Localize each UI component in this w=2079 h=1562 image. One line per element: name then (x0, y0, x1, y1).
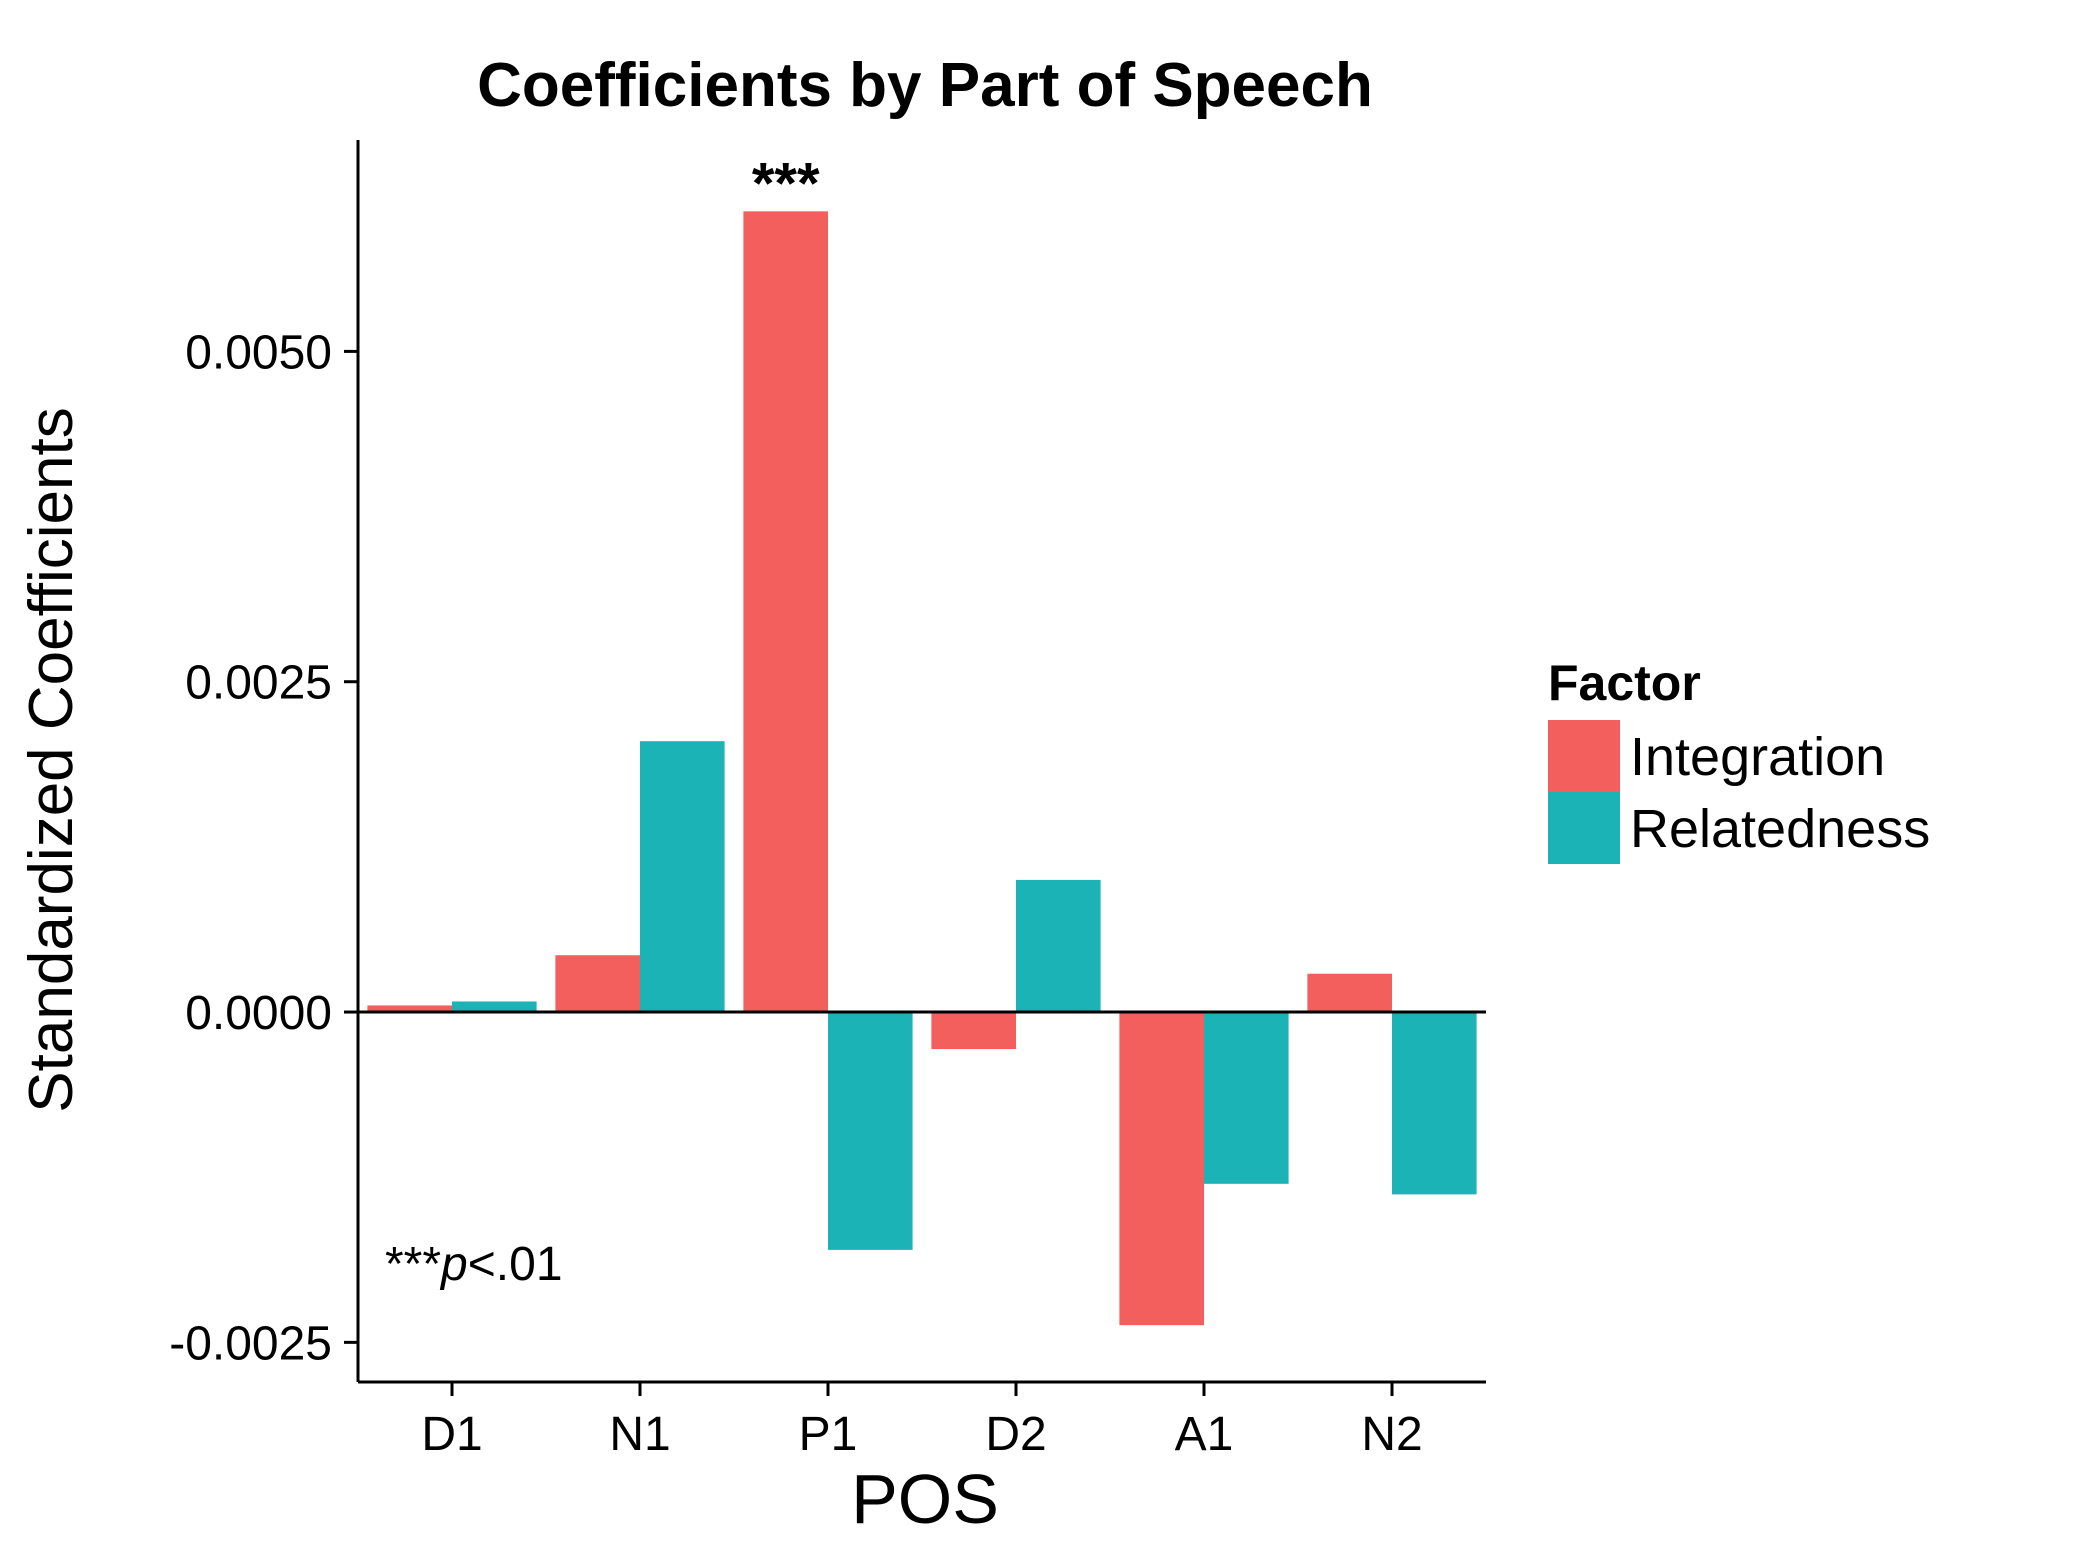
x-tick-label-n2: N2 (1361, 1408, 1422, 1461)
y-axis-ticks: -0.0025 0.0000 0.0025 0.0050 (169, 326, 358, 1370)
note-p: p (439, 1238, 468, 1291)
bar-integration-p1 (743, 211, 828, 1013)
bar-relatedness-n1 (640, 741, 725, 1013)
x-tick-label-d2: D2 (985, 1408, 1046, 1461)
note-stars: *** (385, 1238, 441, 1291)
chart-title: Coefficients by Part of Speech (477, 51, 1373, 120)
bar-integration-n1 (555, 955, 640, 1013)
significance-stars: *** (752, 151, 820, 216)
legend-label-relatedness: Relatedness (1630, 799, 1930, 859)
y-axis-title: Standardized Coefficients (17, 407, 86, 1112)
x-axis-title: POS (851, 1460, 999, 1538)
y-tick-label: 0.0025 (185, 657, 332, 710)
bars (367, 211, 1477, 1326)
x-tick-label-d1: D1 (421, 1408, 482, 1461)
annotations: *** (752, 151, 820, 216)
x-tick-label-n1: N1 (609, 1408, 670, 1461)
bar-relatedness-p1 (828, 1012, 913, 1250)
bar-integration-n2 (1307, 973, 1392, 1013)
bar-integration-d1 (367, 1005, 452, 1013)
legend: Factor Integration Relatedness (1548, 655, 1930, 864)
x-axis-ticks: D1 N1 P1 D2 A1 N2 (421, 1382, 1423, 1461)
bar-integration-d2 (931, 1012, 1016, 1050)
legend-key-relatedness (1548, 792, 1620, 864)
bar-relatedness-d2 (1016, 879, 1101, 1013)
bar-relatedness-a1 (1204, 1012, 1289, 1184)
bar-integration-a1 (1119, 1012, 1204, 1326)
bar-relatedness-d1 (452, 1001, 537, 1013)
y-tick-label: -0.0025 (169, 1317, 332, 1370)
bar-relatedness-n2 (1392, 1012, 1477, 1195)
legend-key-integration (1548, 720, 1620, 792)
significance-note: ***p<.01 (385, 1238, 563, 1291)
legend-label-integration: Integration (1630, 727, 1885, 787)
x-tick-label-p1: P1 (799, 1408, 858, 1461)
y-tick-label: 0.0000 (185, 987, 332, 1040)
x-tick-label-a1: A1 (1175, 1408, 1234, 1461)
note-threshold: <.01 (468, 1238, 563, 1291)
legend-title: Factor (1548, 655, 1701, 711)
y-tick-label: 0.0050 (185, 326, 332, 379)
